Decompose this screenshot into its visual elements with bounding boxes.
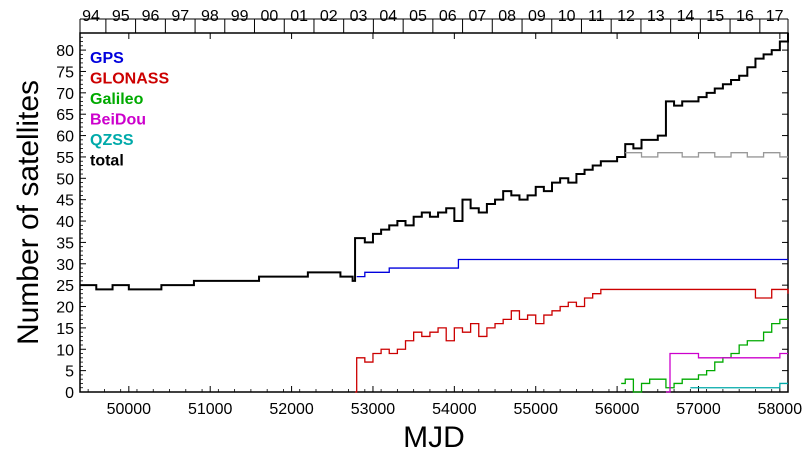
axis-ticks-group: 50000 51000 52000 53000 54000 55000 56000 57000… [56, 8, 802, 418]
y-tick-label: 40 [56, 214, 74, 231]
x-axis-title: MJD [403, 421, 465, 454]
y-tick-label: 80 [56, 43, 74, 60]
y-axis-title: Number of satellites [12, 80, 45, 345]
y-tick-label: 45 [56, 193, 74, 210]
year-tick-label: 99 [231, 8, 249, 25]
legend-entry-gps: GPS [90, 50, 124, 67]
year-tick-label: 97 [171, 8, 189, 25]
y-tick-label: 75 [56, 64, 74, 81]
gps-series-line [356, 258, 788, 278]
y-tick-label: 60 [56, 129, 74, 146]
plot-frame [79, 32, 789, 393]
year-tick-label: 15 [706, 8, 724, 25]
year-tick-label: 05 [409, 8, 427, 25]
y-tick-label: 0 [65, 385, 74, 402]
beidou-series-line [665, 352, 788, 393]
x-tick-label: 57000 [676, 401, 721, 418]
year-tick-label: 07 [469, 8, 487, 25]
year-tick-label: 96 [142, 8, 160, 25]
year-tick-label: 09 [528, 8, 546, 25]
year-tick-label: 14 [677, 8, 695, 25]
x-tick-label: 56000 [595, 401, 640, 418]
year-tick-label: 04 [379, 8, 397, 25]
year-tick-label: 10 [558, 8, 576, 25]
y-tick-label: 50 [56, 171, 74, 188]
x-tick-label: 52000 [269, 401, 314, 418]
y-tick-label: 10 [56, 342, 74, 359]
x-tick-label: 50000 [107, 401, 152, 418]
x-tick-label: 54000 [432, 401, 477, 418]
y-tick-label: 5 [65, 364, 74, 381]
glonass-series-line [355, 288, 789, 393]
total-series-line [80, 33, 789, 291]
year-tick-label: 02 [320, 8, 338, 25]
qzss-series-line [690, 382, 788, 389]
year-tick-label: 11 [588, 8, 605, 25]
x-tick-label: 55000 [513, 401, 558, 418]
year-tick-label: 08 [498, 8, 516, 25]
year-tick-label: 01 [290, 8, 308, 25]
x-tick-label: 53000 [351, 401, 396, 418]
legend-entry-galileo: Galileo [90, 91, 144, 108]
x-tick-label: 58000 [758, 401, 803, 418]
year-tick-label: 98 [201, 8, 219, 25]
legend: GPS GLONASS Galileo BeiDou QZSS total [90, 50, 169, 170]
galileo-series-line [621, 318, 788, 393]
year-tick-label: 00 [260, 8, 278, 25]
legend-entry-glonass: GLONASS [90, 71, 169, 88]
secondary-series-line [625, 152, 788, 158]
year-tick-label: 06 [439, 8, 457, 25]
year-tick-label: 12 [617, 8, 635, 25]
year-tick-label: 94 [82, 8, 100, 25]
legend-entry-beidou: BeiDou [90, 112, 146, 129]
year-tick-label: 16 [736, 8, 754, 25]
y-tick-label: 20 [56, 300, 74, 317]
year-tick-label: 95 [112, 8, 130, 25]
x-tick-label: 51000 [188, 401, 233, 418]
y-tick-label: 70 [56, 86, 74, 103]
year-tick-label: 13 [647, 8, 665, 25]
y-tick-label: 65 [56, 107, 74, 124]
y-tick-label: 55 [56, 150, 74, 167]
y-tick-label: 30 [56, 257, 74, 274]
year-tick-label: 17 [766, 8, 784, 25]
legend-entry-total: total [90, 153, 124, 170]
year-tick-label: 03 [350, 8, 368, 25]
y-tick-label: 25 [56, 278, 74, 295]
series-group [80, 33, 789, 393]
y-tick-label: 15 [56, 321, 74, 338]
y-tick-label: 35 [56, 235, 74, 252]
legend-entry-qzss: QZSS [90, 132, 134, 149]
